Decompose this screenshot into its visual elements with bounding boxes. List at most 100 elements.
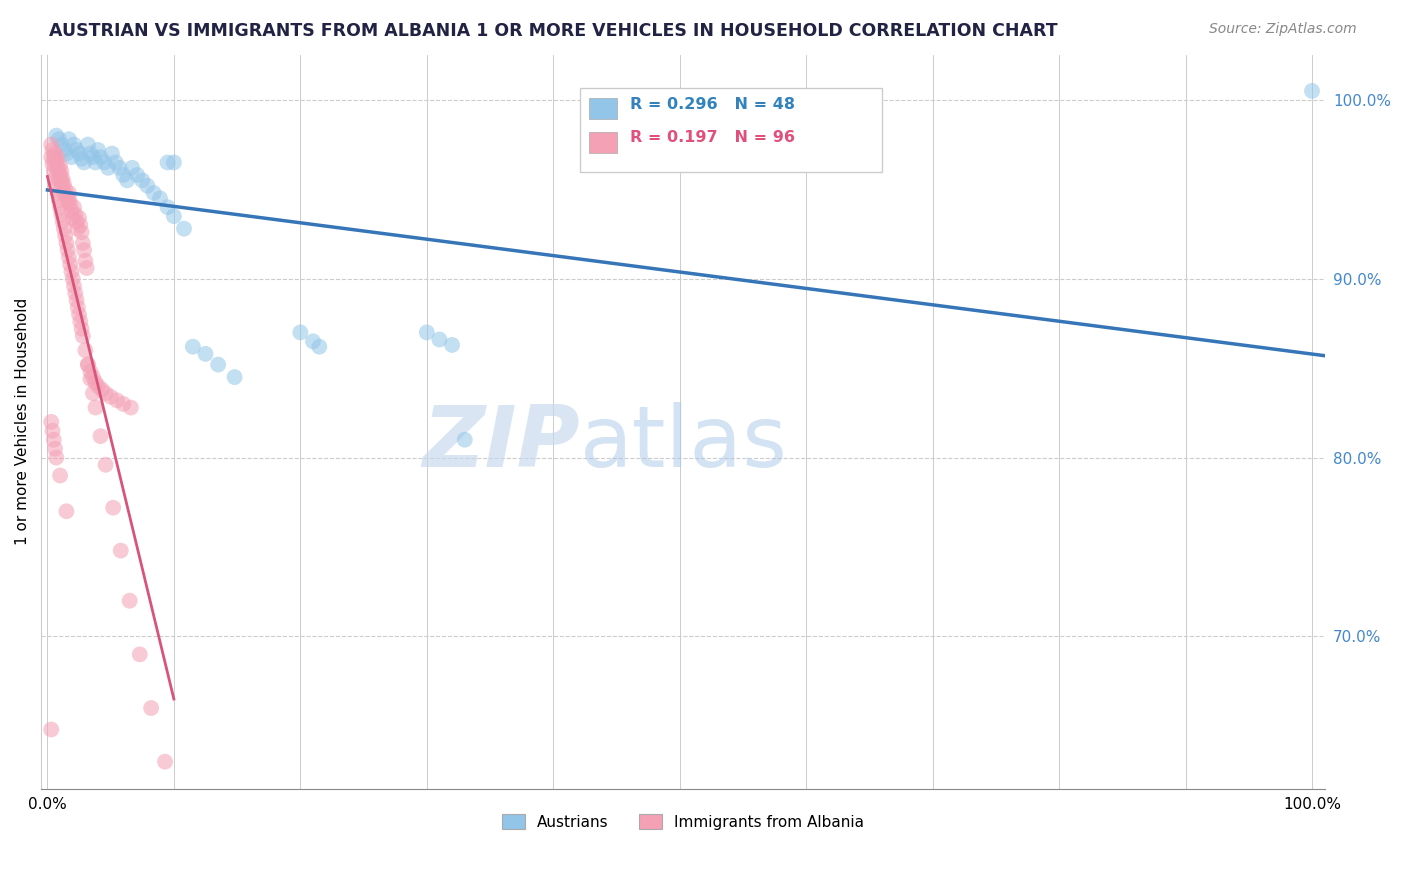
- Point: [302, 334, 325, 349]
- Point: [42, 150, 65, 164]
- Point: [62, 211, 84, 225]
- Point: [290, 326, 312, 340]
- Text: atlas: atlas: [581, 402, 789, 485]
- Point: [62, 271, 84, 285]
- Point: [97, 161, 120, 175]
- Point: [67, 146, 90, 161]
- Point: [56, 243, 79, 257]
- Point: [142, 186, 165, 200]
- Point: [194, 347, 217, 361]
- Point: [58, 132, 80, 146]
- Point: [39, 137, 62, 152]
- Bar: [589, 98, 617, 119]
- Point: [77, 137, 100, 152]
- Point: [82, 150, 104, 164]
- Point: [112, 397, 135, 411]
- Point: [67, 308, 90, 322]
- Point: [128, 648, 150, 662]
- Point: [65, 143, 87, 157]
- Text: AUSTRIAN VS IMMIGRANTS FROM ALBANIA 1 OR MORE VEHICLES IN HOUSEHOLD CORRELATION : AUSTRIAN VS IMMIGRANTS FROM ALBANIA 1 OR…: [49, 22, 1057, 40]
- Bar: [589, 132, 617, 153]
- Point: [51, 164, 73, 178]
- Point: [44, 171, 66, 186]
- Point: [139, 701, 162, 715]
- Point: [120, 401, 142, 415]
- Text: Source: ZipAtlas.com: Source: ZipAtlas.com: [1209, 22, 1357, 37]
- Point: [70, 225, 93, 239]
- Point: [131, 173, 153, 187]
- Point: [52, 214, 75, 228]
- Point: [70, 152, 93, 166]
- Point: [108, 161, 131, 175]
- Point: [52, 171, 75, 186]
- Text: ZIP: ZIP: [423, 402, 581, 485]
- Point: [163, 155, 186, 169]
- Point: [181, 340, 204, 354]
- Point: [441, 338, 464, 352]
- Point: [60, 203, 83, 218]
- Point: [60, 150, 83, 164]
- Point: [104, 155, 127, 169]
- Point: [45, 153, 67, 168]
- Point: [224, 370, 246, 384]
- Point: [163, 209, 186, 223]
- Point: [84, 155, 107, 169]
- Point: [53, 182, 76, 196]
- Point: [55, 146, 77, 161]
- Point: [93, 155, 115, 169]
- Point: [42, 164, 65, 178]
- Point: [66, 301, 89, 315]
- Point: [65, 214, 87, 228]
- Point: [48, 193, 70, 207]
- Text: R = 0.197   N = 96: R = 0.197 N = 96: [630, 130, 796, 145]
- Point: [39, 723, 62, 737]
- Point: [58, 191, 80, 205]
- Y-axis label: 1 or more Vehicles in Household: 1 or more Vehicles in Household: [15, 298, 30, 545]
- Point: [51, 137, 73, 152]
- Point: [429, 333, 451, 347]
- Point: [79, 146, 101, 161]
- Point: [59, 196, 82, 211]
- Point: [56, 194, 79, 209]
- Point: [55, 504, 77, 518]
- Point: [49, 168, 72, 182]
- Point: [101, 146, 124, 161]
- Point: [416, 326, 439, 340]
- Point: [51, 173, 73, 187]
- Point: [115, 173, 138, 187]
- Point: [65, 293, 87, 308]
- Point: [55, 189, 77, 203]
- Point: [52, 221, 75, 235]
- Point: [127, 168, 149, 182]
- Point: [1301, 84, 1323, 98]
- Point: [87, 379, 110, 393]
- Point: [110, 543, 132, 558]
- Point: [41, 157, 63, 171]
- Point: [55, 235, 77, 250]
- Point: [79, 372, 101, 386]
- Point: [58, 186, 80, 200]
- Point: [94, 458, 117, 472]
- Point: [75, 253, 97, 268]
- Point: [156, 155, 179, 169]
- Point: [105, 393, 128, 408]
- Point: [60, 264, 83, 278]
- Point: [49, 468, 72, 483]
- Point: [70, 322, 93, 336]
- Point: [454, 433, 477, 447]
- Point: [77, 358, 100, 372]
- Point: [48, 164, 70, 178]
- Point: [48, 132, 70, 146]
- Point: [66, 221, 89, 235]
- Point: [94, 386, 117, 401]
- Point: [156, 200, 179, 214]
- Point: [72, 329, 94, 343]
- Point: [44, 442, 66, 456]
- Point: [118, 593, 141, 607]
- Point: [59, 257, 82, 271]
- Point: [63, 200, 86, 214]
- Point: [149, 191, 172, 205]
- Point: [153, 755, 176, 769]
- Bar: [581, 88, 882, 172]
- Point: [41, 424, 63, 438]
